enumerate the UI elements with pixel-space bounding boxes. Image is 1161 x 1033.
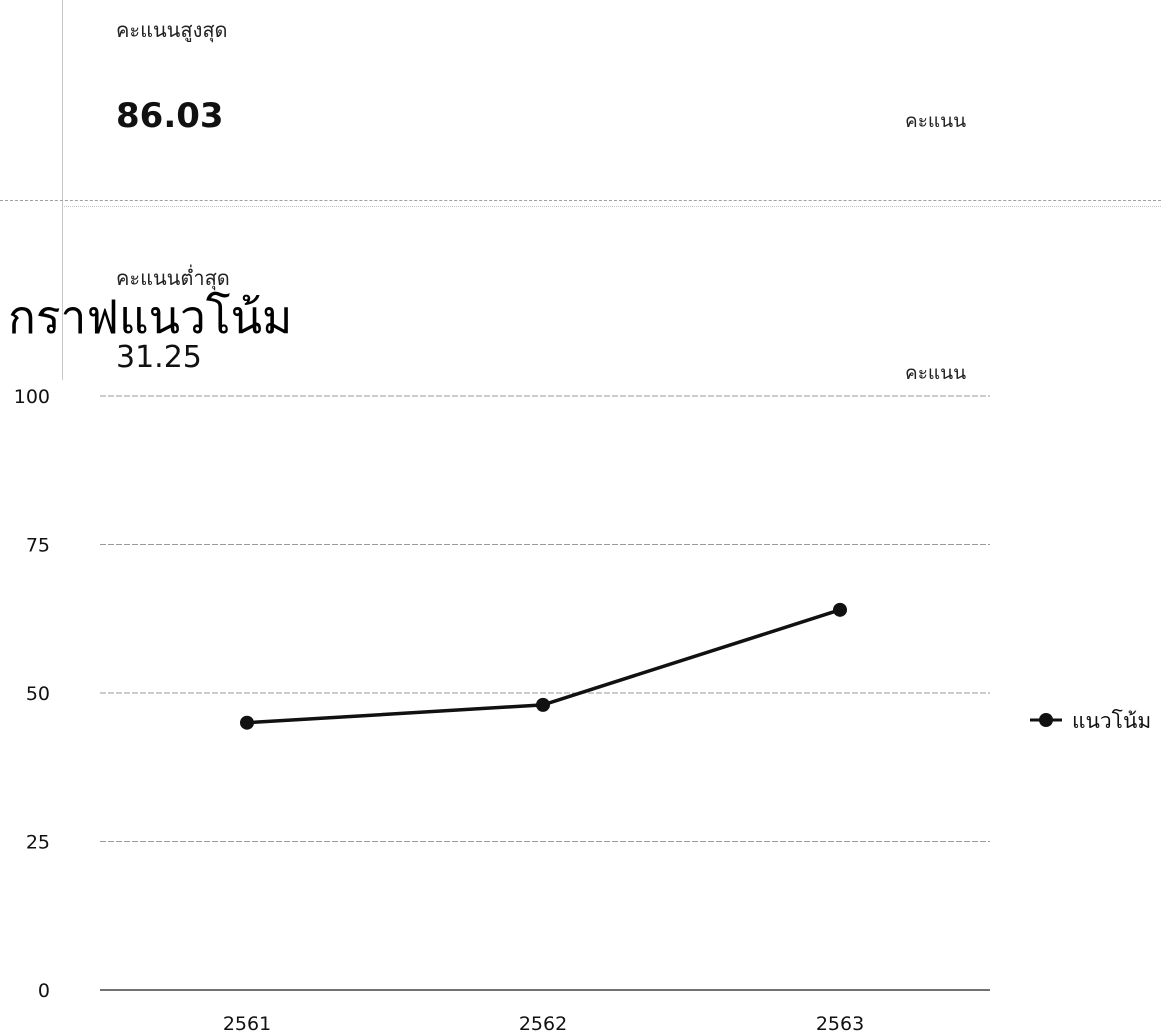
y-tick-label: 75 [26,535,50,557]
min-score-unit: คะแนน [905,362,967,384]
y-tick-label: 50 [26,683,50,705]
min-score-label: คะแนนต่ำสุด [116,266,230,290]
x-tick-label: 2563 [816,1013,864,1033]
y-tick-label: 0 [38,980,50,1002]
data-point [833,602,847,617]
y-tick-label: 25 [26,832,50,854]
x-axis-ticks: 2561 2562 2563 [223,1013,864,1033]
max-score-unit: คะแนน [905,110,967,132]
chart-series [240,602,847,730]
legend-marker [1039,713,1053,727]
section-divider [0,200,1161,201]
y-tick-label: 100 [14,386,50,408]
chart-title: กราฟแนวโน้ม [8,290,293,344]
max-score-value: 86.03 [116,96,224,136]
legend-label: แนวโน้ม [1072,709,1151,733]
y-axis-ticks: 0 25 50 75 100 [14,386,50,1002]
left-border-line [62,0,63,380]
data-point [240,715,254,730]
chart-legend: แนวโน้ม [1030,709,1151,733]
data-point [536,697,550,712]
x-tick-label: 2561 [223,1013,271,1033]
x-tick-label: 2562 [519,1013,567,1033]
chart-gridlines [100,395,990,991]
max-score-label: คะแนนสูงสุด [116,18,228,42]
section-divider-secondary [62,206,1161,207]
min-score-value: 31.25 [116,340,202,375]
